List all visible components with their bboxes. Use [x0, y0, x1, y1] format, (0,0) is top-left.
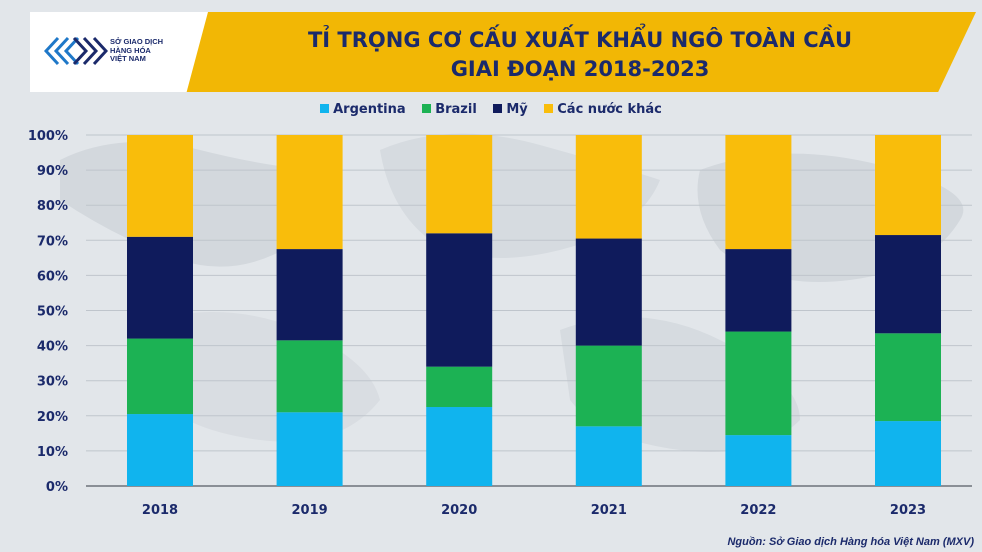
legend-label-my: Mỹ — [506, 102, 528, 117]
y-tick-label: 100% — [28, 129, 68, 144]
legend-swatch-my — [493, 104, 503, 113]
y-tick-label: 60% — [37, 269, 68, 284]
chart-legend: Argentina Brazil Mỹ Các nước khác — [0, 102, 982, 117]
y-tick-label: 20% — [37, 410, 68, 425]
x-tick-label: 2023 — [890, 503, 926, 518]
bar-2022-argentina — [725, 435, 792, 486]
y-tick-label: 70% — [37, 234, 68, 249]
y-tick-label: 30% — [37, 375, 68, 390]
bar-2019-argentina — [276, 412, 343, 486]
bar-2019-mỹ — [276, 249, 343, 341]
x-tick-label: 2022 — [740, 503, 776, 518]
source-note: Nguồn: Sở Giao dịch Hàng hóa Việt Nam (M… — [727, 536, 974, 548]
bar-2018-argentina — [127, 414, 193, 486]
chart-title-line-2: GIAI ĐOẠN 2018-2023 — [450, 57, 710, 81]
legend-label-others: Các nước khác — [557, 102, 662, 117]
logo-line-2: HÀNG HÓA — [110, 45, 151, 55]
legend-item-brazil: Brazil — [422, 102, 477, 117]
mxv-logo-icon — [44, 36, 108, 66]
x-tick-label: 2021 — [591, 503, 627, 518]
bar-2021-brazil — [575, 345, 642, 427]
x-tick-label: 2019 — [292, 503, 328, 518]
legend-item-others: Các nước khác — [544, 102, 662, 117]
bar-2020-brazil — [426, 366, 493, 408]
bar-2023-argentina — [875, 421, 941, 486]
y-tick-label: 40% — [37, 340, 68, 355]
legend-swatch-others — [544, 104, 554, 113]
bar-2022-mỹ — [725, 249, 792, 332]
chart-title: TỈ TRỌNG CƠ CẤU XUẤT KHẨU NGÔ TOÀN CẦU G… — [230, 26, 930, 84]
legend-item-argentina: Argentina — [320, 102, 406, 117]
logo-box — [30, 12, 208, 92]
bar-2018-mỹ — [127, 236, 193, 339]
bar-2019-các-nước-khác — [276, 135, 343, 250]
legend-label-argentina: Argentina — [333, 102, 406, 117]
y-tick-label: 50% — [37, 305, 68, 320]
bar-2021-các-nước-khác — [575, 135, 642, 239]
bar-2023-brazil — [875, 333, 941, 422]
bar-2020-argentina — [426, 407, 493, 486]
legend-swatch-argentina — [320, 104, 330, 113]
y-tick-label: 10% — [37, 445, 68, 460]
bar-2021-mỹ — [575, 238, 642, 346]
chart-title-line-1: TỈ TRỌNG CƠ CẤU XUẤT KHẨU NGÔ TOÀN CẦU — [307, 28, 853, 52]
bar-2022-brazil — [725, 331, 792, 436]
bar-2018-brazil — [127, 338, 193, 415]
bar-2023-mỹ — [875, 235, 941, 334]
logo-text: SỞ GIAO DỊCH HÀNG HÓA VIỆT NAM — [110, 37, 194, 64]
bar-2021-argentina — [575, 426, 642, 486]
bar-2020-mỹ — [426, 233, 493, 367]
y-tick-label: 0% — [46, 480, 68, 495]
legend-label-brazil: Brazil — [435, 102, 477, 117]
logo-line-3: VIỆT NAM — [110, 54, 146, 63]
x-tick-label: 2020 — [441, 503, 477, 518]
legend-swatch-brazil — [422, 104, 432, 113]
bar-2018-các-nước-khác — [127, 135, 193, 237]
x-tick-label: 2018 — [142, 503, 178, 518]
y-tick-label: 90% — [37, 164, 68, 179]
bar-2023-các-nước-khác — [875, 135, 941, 236]
y-tick-label: 80% — [37, 199, 68, 214]
legend-item-my: Mỹ — [493, 102, 528, 117]
logo-line-1: SỞ GIAO DỊCH — [110, 37, 164, 46]
bar-2019-brazil — [276, 340, 343, 413]
bar-2020-các-nước-khác — [426, 135, 493, 234]
bar-2022-các-nước-khác — [725, 135, 792, 250]
